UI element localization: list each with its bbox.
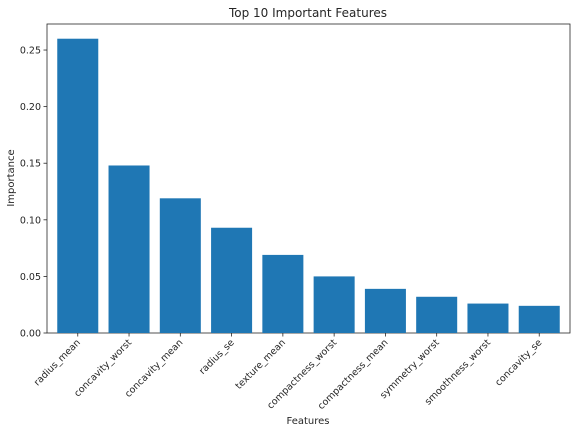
- bar-radius_se: [211, 227, 253, 333]
- bar-concavity_worst: [108, 165, 150, 333]
- x-tick-label: texture_mean: [234, 337, 288, 391]
- y-tick-label: 0.05: [20, 272, 41, 283]
- y-tick-label: 0.10: [20, 215, 41, 226]
- x-tick-label: radius_mean: [32, 337, 83, 388]
- y-tick-label: 0.00: [20, 329, 41, 340]
- y-axis-label: Importance: [6, 149, 17, 206]
- bars-group: [57, 38, 560, 333]
- y-axis-ticks: 0.00 0.05 0.10 0.15 0.20 0.25: [20, 46, 47, 340]
- bar-concavity_se: [518, 305, 560, 333]
- y-tick-label: 0.20: [20, 102, 41, 113]
- x-axis-ticks: radius_meanconcavity_worstconcavity_mean…: [32, 333, 544, 412]
- bar-compactness_mean: [364, 288, 406, 333]
- x-axis-label: Features: [287, 416, 330, 427]
- chart-title: Top 10 Important Features: [228, 6, 387, 20]
- y-tick-label: 0.25: [20, 46, 41, 57]
- plot-area: 0.000.050.100.150.200.25 radius_meanconc…: [20, 23, 571, 412]
- bar-smoothness_worst: [467, 303, 509, 333]
- bar-radius_mean: [57, 38, 99, 333]
- x-tick-label: radius_se: [197, 337, 237, 377]
- bar-concavity_mean: [159, 198, 201, 333]
- bar-texture_mean: [262, 254, 304, 333]
- y-tick-label: 0.15: [20, 159, 41, 170]
- bar-compactness_worst: [313, 276, 355, 333]
- x-tick-label: concavity_se: [493, 337, 544, 388]
- bar-symmetry_worst: [416, 296, 458, 333]
- plot-frame: [46, 23, 571, 334]
